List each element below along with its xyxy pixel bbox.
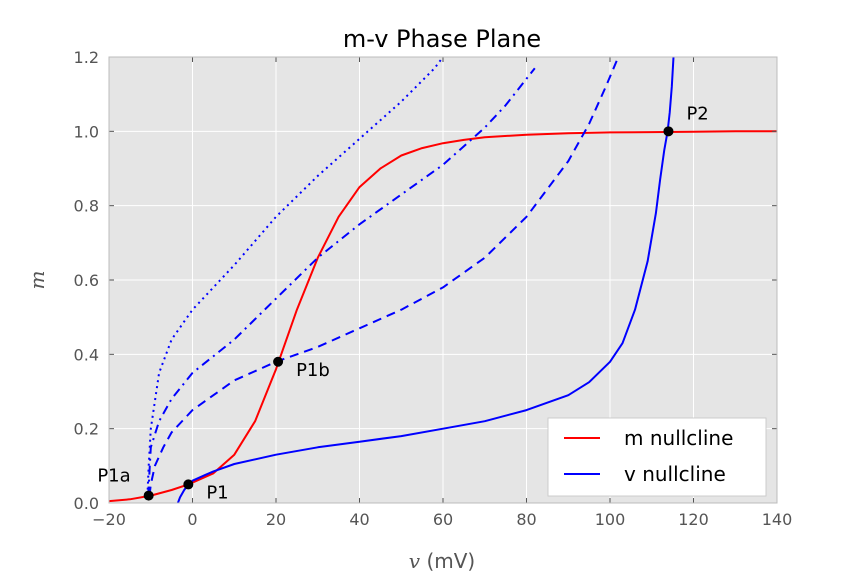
series-line-dashed-curve xyxy=(148,57,620,496)
y-tick-label: 0.6 xyxy=(74,271,99,290)
legend-box xyxy=(547,417,767,497)
series-line-dashdot-curve xyxy=(147,67,536,496)
plot-frame xyxy=(108,56,778,504)
points-group: P1a P1 P1b P2 xyxy=(97,103,708,503)
x-axis-unit: (mV) xyxy=(426,549,475,573)
point-label-p1b: P1b xyxy=(296,360,330,381)
y-tick-label: 1.2 xyxy=(74,48,99,67)
y-tick-label: 1.0 xyxy=(74,122,99,141)
x-axis-label: v (mV) xyxy=(409,549,475,573)
legend-label: m nullcline xyxy=(624,426,733,450)
point-label-p1a: P1a xyxy=(97,466,130,487)
point-label-p2: P2 xyxy=(686,103,708,124)
point-p1b xyxy=(273,356,284,367)
chart-title: m-v Phase Plane xyxy=(343,25,541,53)
y-axis-label: m xyxy=(25,271,49,290)
x-tick-label: 20 xyxy=(266,510,286,529)
y-tick-label: 0.0 xyxy=(74,494,99,513)
y-tick-label: 0.2 xyxy=(74,420,99,439)
x-tick-label: 0 xyxy=(187,510,197,529)
series-group xyxy=(109,57,777,503)
series-line-v-nullcline xyxy=(176,57,675,503)
legend-label: v nullcline xyxy=(624,462,726,486)
x-tick-label: 140 xyxy=(762,510,793,529)
point-p1a xyxy=(143,490,154,501)
point-p2 xyxy=(663,126,674,137)
x-tick-label: 80 xyxy=(516,510,536,529)
point-label-p1: P1 xyxy=(206,482,228,503)
y-tick-label: 0.4 xyxy=(74,345,99,364)
legend: m nullcline v nullcline xyxy=(547,417,767,497)
series-line-dotted-curve xyxy=(146,57,444,496)
x-tick-label: 40 xyxy=(349,510,369,529)
y-tick-label: 0.8 xyxy=(74,197,99,216)
point-p1 xyxy=(183,479,194,490)
x-tick-label: 120 xyxy=(678,510,709,529)
x-axis-var: v xyxy=(409,549,421,573)
x-tick-label: −20 xyxy=(92,510,126,529)
x-tick-label: 100 xyxy=(595,510,626,529)
ticks-group: −20 0 20 40 60 80 100 120 140 0.0 0.2 0.4 0.6 0.8 1.0 1… xyxy=(74,48,793,529)
x-tick-label: 60 xyxy=(433,510,453,529)
